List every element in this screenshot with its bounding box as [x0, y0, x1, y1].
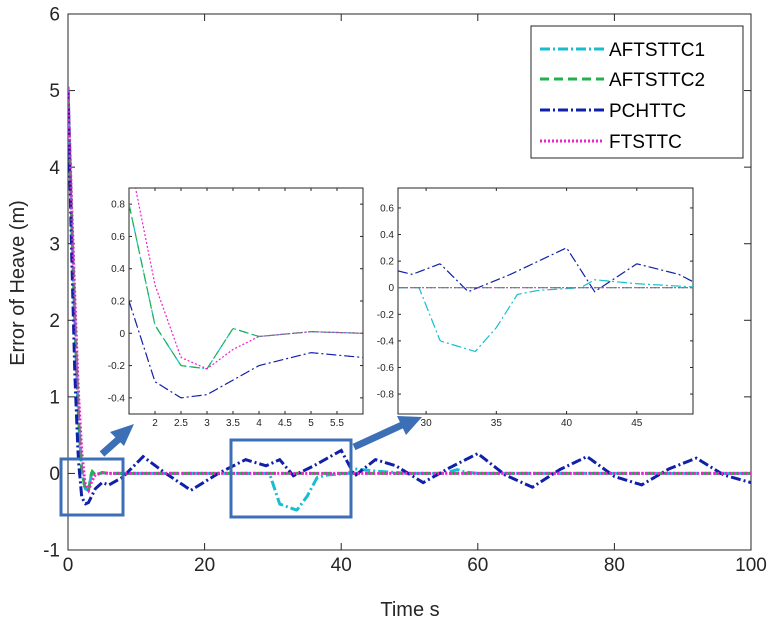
legend-label: FTSTTC — [609, 132, 682, 153]
x-tick-label: 80 — [604, 555, 625, 576]
x-tick-label: 5.5 — [330, 418, 344, 429]
legend-label: AFTSTTC2 — [609, 70, 705, 91]
legend-entry-pchttc: PCHTTC — [540, 101, 686, 122]
legend-label: PCHTTC — [609, 101, 686, 122]
y-tick-label: 0.2 — [380, 257, 394, 268]
series-line-pchttc — [129, 300, 363, 399]
x-tick-label: 40 — [331, 555, 352, 576]
inset-plot-1: 2 2.5 3 3.5 4 4.5 5 5.5 -0.4 -0.2 0 0.2 0.4 0.6 0.8 — [108, 187, 364, 429]
y-tick-label: 6 — [49, 5, 60, 26]
zoom-box-1 — [59, 457, 125, 517]
x-tick-label: 35 — [491, 418, 503, 429]
y-tick-label: -0.8 — [377, 390, 395, 401]
x-tick-label: 100 — [735, 555, 767, 576]
x-axis-label: Time s — [380, 599, 439, 621]
x-tick-label: 40 — [561, 418, 573, 429]
x-tick-label: 45 — [631, 418, 643, 429]
y-tick-label: 5 — [49, 81, 60, 102]
y-tick-label: 0.8 — [111, 200, 125, 211]
y-tick-label: 0.6 — [380, 203, 394, 214]
y-tick-label: 0.4 — [380, 230, 394, 241]
x-tick-label: 2 — [152, 418, 158, 429]
y-tick-label: 3 — [49, 234, 60, 255]
x-tick-label: 2.5 — [174, 418, 188, 429]
y-tick-label: 0 — [49, 464, 60, 485]
y-tick-label: -0.2 — [108, 361, 126, 372]
legend: AFTSTTC1 AFTSTTC2 PCHTTC FTSTTC — [530, 25, 744, 159]
y-tick-label: -1 — [43, 541, 60, 562]
x-tick-label: 3.5 — [226, 418, 240, 429]
series-line-aftsttc2 — [129, 204, 363, 370]
x-tick-label: 0 — [63, 555, 74, 576]
x-tick-label: 3 — [204, 418, 210, 429]
y-tick-label: 4 — [49, 158, 60, 179]
y-tick-label: -0.4 — [377, 336, 395, 347]
y-tick-label: 1 — [49, 388, 60, 409]
y-tick-label: 0.4 — [111, 264, 125, 275]
legend-label: AFTSTTC1 — [609, 40, 705, 61]
y-tick-label: 0.2 — [111, 297, 125, 308]
inset-axes-box — [128, 187, 364, 415]
main-series — [68, 86, 751, 512]
legend-entry-ftsttc: FTSTTC — [540, 132, 682, 153]
y-tick-label: -0.2 — [377, 310, 395, 321]
legend-entry-aftsttc2: AFTSTTC2 — [540, 70, 705, 91]
zoom-arrow-1 — [99, 424, 134, 457]
y-tick-label: 0.6 — [111, 232, 125, 243]
x-tick-label: 5 — [308, 418, 314, 429]
y-tick-label: 0 — [119, 329, 125, 340]
series-line-pchttc — [398, 247, 693, 293]
inset-plot-2: 30 35 40 45 -0.8 -0.6 -0.4 -0.2 0 0.2 0.4 0.6 — [377, 187, 694, 429]
legend-entry-aftsttc1: AFTSTTC1 — [540, 40, 705, 61]
series-line-aftsttc1 — [398, 279, 693, 352]
y-axis-label: Error of Heave (m) — [7, 200, 29, 366]
zoom-indicators — [59, 416, 422, 519]
x-tick-label: 4.5 — [278, 418, 292, 429]
x-tick-label: 20 — [194, 555, 215, 576]
series-line-ftsttc — [134, 188, 363, 370]
series-line-ftsttc — [68, 86, 751, 494]
inset-axes-box — [397, 187, 694, 415]
y-tick-label: 2 — [49, 311, 60, 332]
x-tick-label: 4 — [256, 418, 262, 429]
x-tick-label: 60 — [467, 555, 488, 576]
y-tick-label: 0 — [388, 283, 394, 294]
x-tick-label: 30 — [421, 418, 433, 429]
y-tick-label: -0.4 — [108, 393, 126, 404]
zoom-arrow-2 — [352, 416, 422, 451]
zoom-box-2 — [229, 438, 353, 519]
y-tick-label: -0.6 — [377, 363, 395, 374]
